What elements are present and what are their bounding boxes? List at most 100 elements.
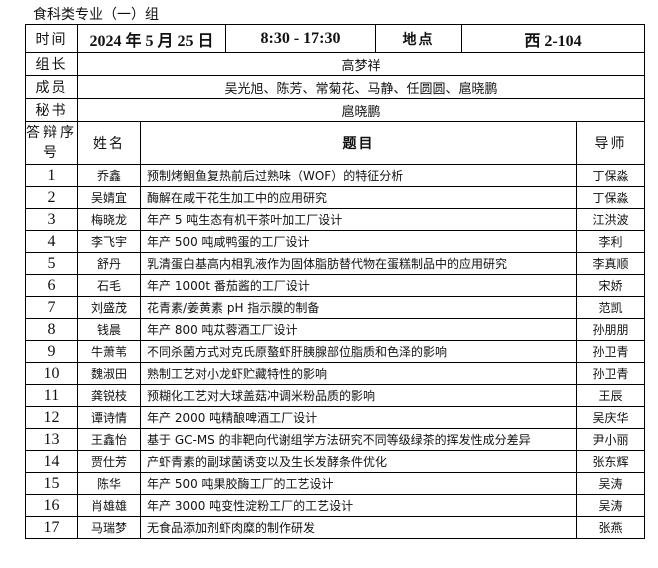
members: 吴光旭、陈芳、常菊花、马静、任圆圆、扈晓鹏 [76, 75, 646, 99]
table-row: 6 石毛 年产 1000t 番茄酱的工厂设计 宋娇 [25, 274, 646, 297]
seq-cell: 12 [25, 406, 78, 429]
topic-cell: 产虾青素的副球菌诱变以及生长发酵条件优化 [139, 450, 578, 473]
name-cell: 舒丹 [77, 252, 141, 275]
seq-cell: 4 [25, 230, 78, 253]
seq-cell: 16 [25, 494, 78, 517]
seq-cell: 8 [25, 318, 78, 341]
topic-cell: 乳清蛋白基高内相乳液作为固体脂肪替代物在蛋糕制品中的应用研究 [139, 252, 578, 275]
time-label: 时间 [25, 24, 78, 53]
advisor-cell: 吴涛 [576, 494, 646, 517]
table-row: 3 梅晓龙 年产 5 吨生态有机干茶叶加工厂设计 江洪波 [25, 208, 646, 231]
table-row: 4 李飞宇 年产 500 吨咸鸭蛋的工厂设计 李利 [25, 230, 646, 253]
table-row: 9 牛萧苇 不同杀菌方式对克氏原螯虾肝胰腺部位脂质和色泽的影响 孙卫青 [25, 340, 646, 363]
advisor-cell: 尹小丽 [576, 428, 646, 451]
date: 2024 年 5 月 25 日 [76, 24, 227, 53]
leader-label: 组长 [25, 52, 78, 76]
seq-cell: 3 [25, 208, 78, 231]
topic-cell: 年产 2000 吨精酿啤酒工厂设计 [139, 406, 578, 429]
topic-cell: 预制烤鮰鱼复热前后过熟味（WOF）的特征分析 [139, 164, 578, 187]
seq-cell: 5 [25, 252, 78, 275]
seq-cell: 7 [25, 296, 78, 319]
advisor-cell: 李利 [576, 230, 646, 253]
name-cell: 石毛 [77, 274, 141, 297]
advisor-cell: 丁保淼 [576, 186, 646, 209]
table-row: 10 魏淑田 熟制工艺对小龙虾贮藏特性的影响 孙卫青 [25, 362, 646, 385]
table-row: 16 肖雄雄 年产 3000 吨变性淀粉工厂的工艺设计 吴涛 [25, 494, 646, 517]
group-title: 食科类专业（一）组 [33, 7, 159, 23]
table-row: 8 钱晨 年产 800 吨苁蓉酒工厂设计 孙朋朋 [25, 318, 646, 341]
name-cell: 李飞宇 [77, 230, 141, 253]
seq-cell: 6 [25, 274, 78, 297]
seq-cell: 1 [25, 164, 78, 187]
name-cell: 梅晓龙 [77, 208, 141, 231]
header-seq: 答辩序号 [25, 121, 78, 165]
seq-cell: 10 [25, 362, 78, 385]
seq-cell: 2 [25, 186, 78, 209]
advisor-cell: 王辰 [576, 384, 646, 407]
topic-cell: 年产 3000 吨变性淀粉工厂的工艺设计 [139, 494, 578, 517]
secretary-label: 秘书 [25, 98, 78, 122]
location-label: 地点 [375, 24, 463, 53]
header-name: 姓名 [77, 121, 141, 165]
advisor-cell: 张燕 [576, 516, 646, 539]
topic-cell: 预糊化工艺对大球盖菇冲调米粉品质的影响 [139, 384, 578, 407]
topic-cell: 熟制工艺对小龙虾贮藏特性的影响 [139, 362, 578, 385]
topic-cell: 年产 5 吨生态有机干茶叶加工厂设计 [139, 208, 578, 231]
name-cell: 马瑞梦 [77, 516, 141, 539]
seq-cell: 13 [25, 428, 78, 451]
name-cell: 陈华 [77, 472, 141, 495]
topic-cell: 年产 500 吨果胶酶工厂的工艺设计 [139, 472, 578, 495]
name-cell: 刘盛茂 [77, 296, 141, 319]
table-row: 17 马瑞梦 无食品添加剂虾肉糜的制作研发 张燕 [25, 516, 646, 539]
topic-cell: 年产 500 吨咸鸭蛋的工厂设计 [139, 230, 578, 253]
seq-cell: 9 [25, 340, 78, 363]
table-row: 7 刘盛茂 花青素/姜黄素 pH 指示膜的制备 范凯 [25, 296, 646, 319]
location: 西 2-104 [461, 24, 646, 53]
table-row: 5 舒丹 乳清蛋白基高内相乳液作为固体脂肪替代物在蛋糕制品中的应用研究 李真顺 [25, 252, 646, 275]
seq-cell: 14 [25, 450, 78, 473]
advisor-cell: 孙朋朋 [576, 318, 646, 341]
topic-cell: 年产 1000t 番茄酱的工厂设计 [139, 274, 578, 297]
schedule-table: 时间 2024 年 5 月 25 日 8:30 - 17:30 地点 西 2-1… [25, 24, 646, 539]
leader: 高梦祥 [76, 52, 646, 76]
advisor-cell: 张东辉 [576, 450, 646, 473]
advisor-cell: 吴庆华 [576, 406, 646, 429]
topic-cell: 年产 800 吨苁蓉酒工厂设计 [139, 318, 578, 341]
name-cell: 钱晨 [77, 318, 141, 341]
name-cell: 谭诗情 [77, 406, 141, 429]
table-row: 2 吴婧宜 酶解在咸干花生加工中的应用研究 丁保淼 [25, 186, 646, 209]
seq-cell: 15 [25, 472, 78, 495]
advisor-cell: 孙卫青 [576, 340, 646, 363]
advisor-cell: 丁保淼 [576, 164, 646, 187]
table-row: 13 王鑫怡 基于 GC-MS 的非靶向代谢组学方法研究不同等级绿茶的挥发性成分差异… [25, 428, 646, 451]
name-cell: 贾仕芳 [77, 450, 141, 473]
advisor-cell: 范凯 [576, 296, 646, 319]
topic-cell: 酶解在咸干花生加工中的应用研究 [139, 186, 578, 209]
name-cell: 乔鑫 [77, 164, 141, 187]
name-cell: 肖雄雄 [77, 494, 141, 517]
name-cell: 王鑫怡 [77, 428, 141, 451]
secretary: 扈晓鹏 [76, 98, 646, 122]
seq-cell: 17 [25, 516, 78, 539]
topic-cell: 不同杀菌方式对克氏原螯虾肝胰腺部位脂质和色泽的影响 [139, 340, 578, 363]
advisor-cell: 李真顺 [576, 252, 646, 275]
members-label: 成员 [25, 75, 78, 99]
table-row: 14 贾仕芳 产虾青素的副球菌诱变以及生长发酵条件优化 张东辉 [25, 450, 646, 473]
seq-cell: 11 [25, 384, 78, 407]
header-advisor: 导师 [576, 121, 646, 165]
name-cell: 吴婧宜 [77, 186, 141, 209]
advisor-cell: 吴涛 [576, 472, 646, 495]
table-row: 1 乔鑫 预制烤鮰鱼复热前后过熟味（WOF）的特征分析 丁保淼 [25, 164, 646, 187]
table-row: 12 谭诗情 年产 2000 吨精酿啤酒工厂设计 吴庆华 [25, 406, 646, 429]
advisor-cell: 宋娇 [576, 274, 646, 297]
header-topic: 题目 [139, 121, 578, 165]
table-row: 11 龚锐枝 预糊化工艺对大球盖菇冲调米粉品质的影响 王辰 [25, 384, 646, 407]
hours: 8:30 - 17:30 [225, 24, 377, 53]
advisor-cell: 江洪波 [576, 208, 646, 231]
advisor-cell: 孙卫青 [576, 362, 646, 385]
name-cell: 魏淑田 [77, 362, 141, 385]
table-row: 15 陈华 年产 500 吨果胶酶工厂的工艺设计 吴涛 [25, 472, 646, 495]
name-cell: 牛萧苇 [77, 340, 141, 363]
topic-cell: 基于 GC-MS 的非靶向代谢组学方法研究不同等级绿茶的挥发性成分差异 [139, 428, 578, 451]
topic-cell: 花青素/姜黄素 pH 指示膜的制备 [139, 296, 578, 319]
